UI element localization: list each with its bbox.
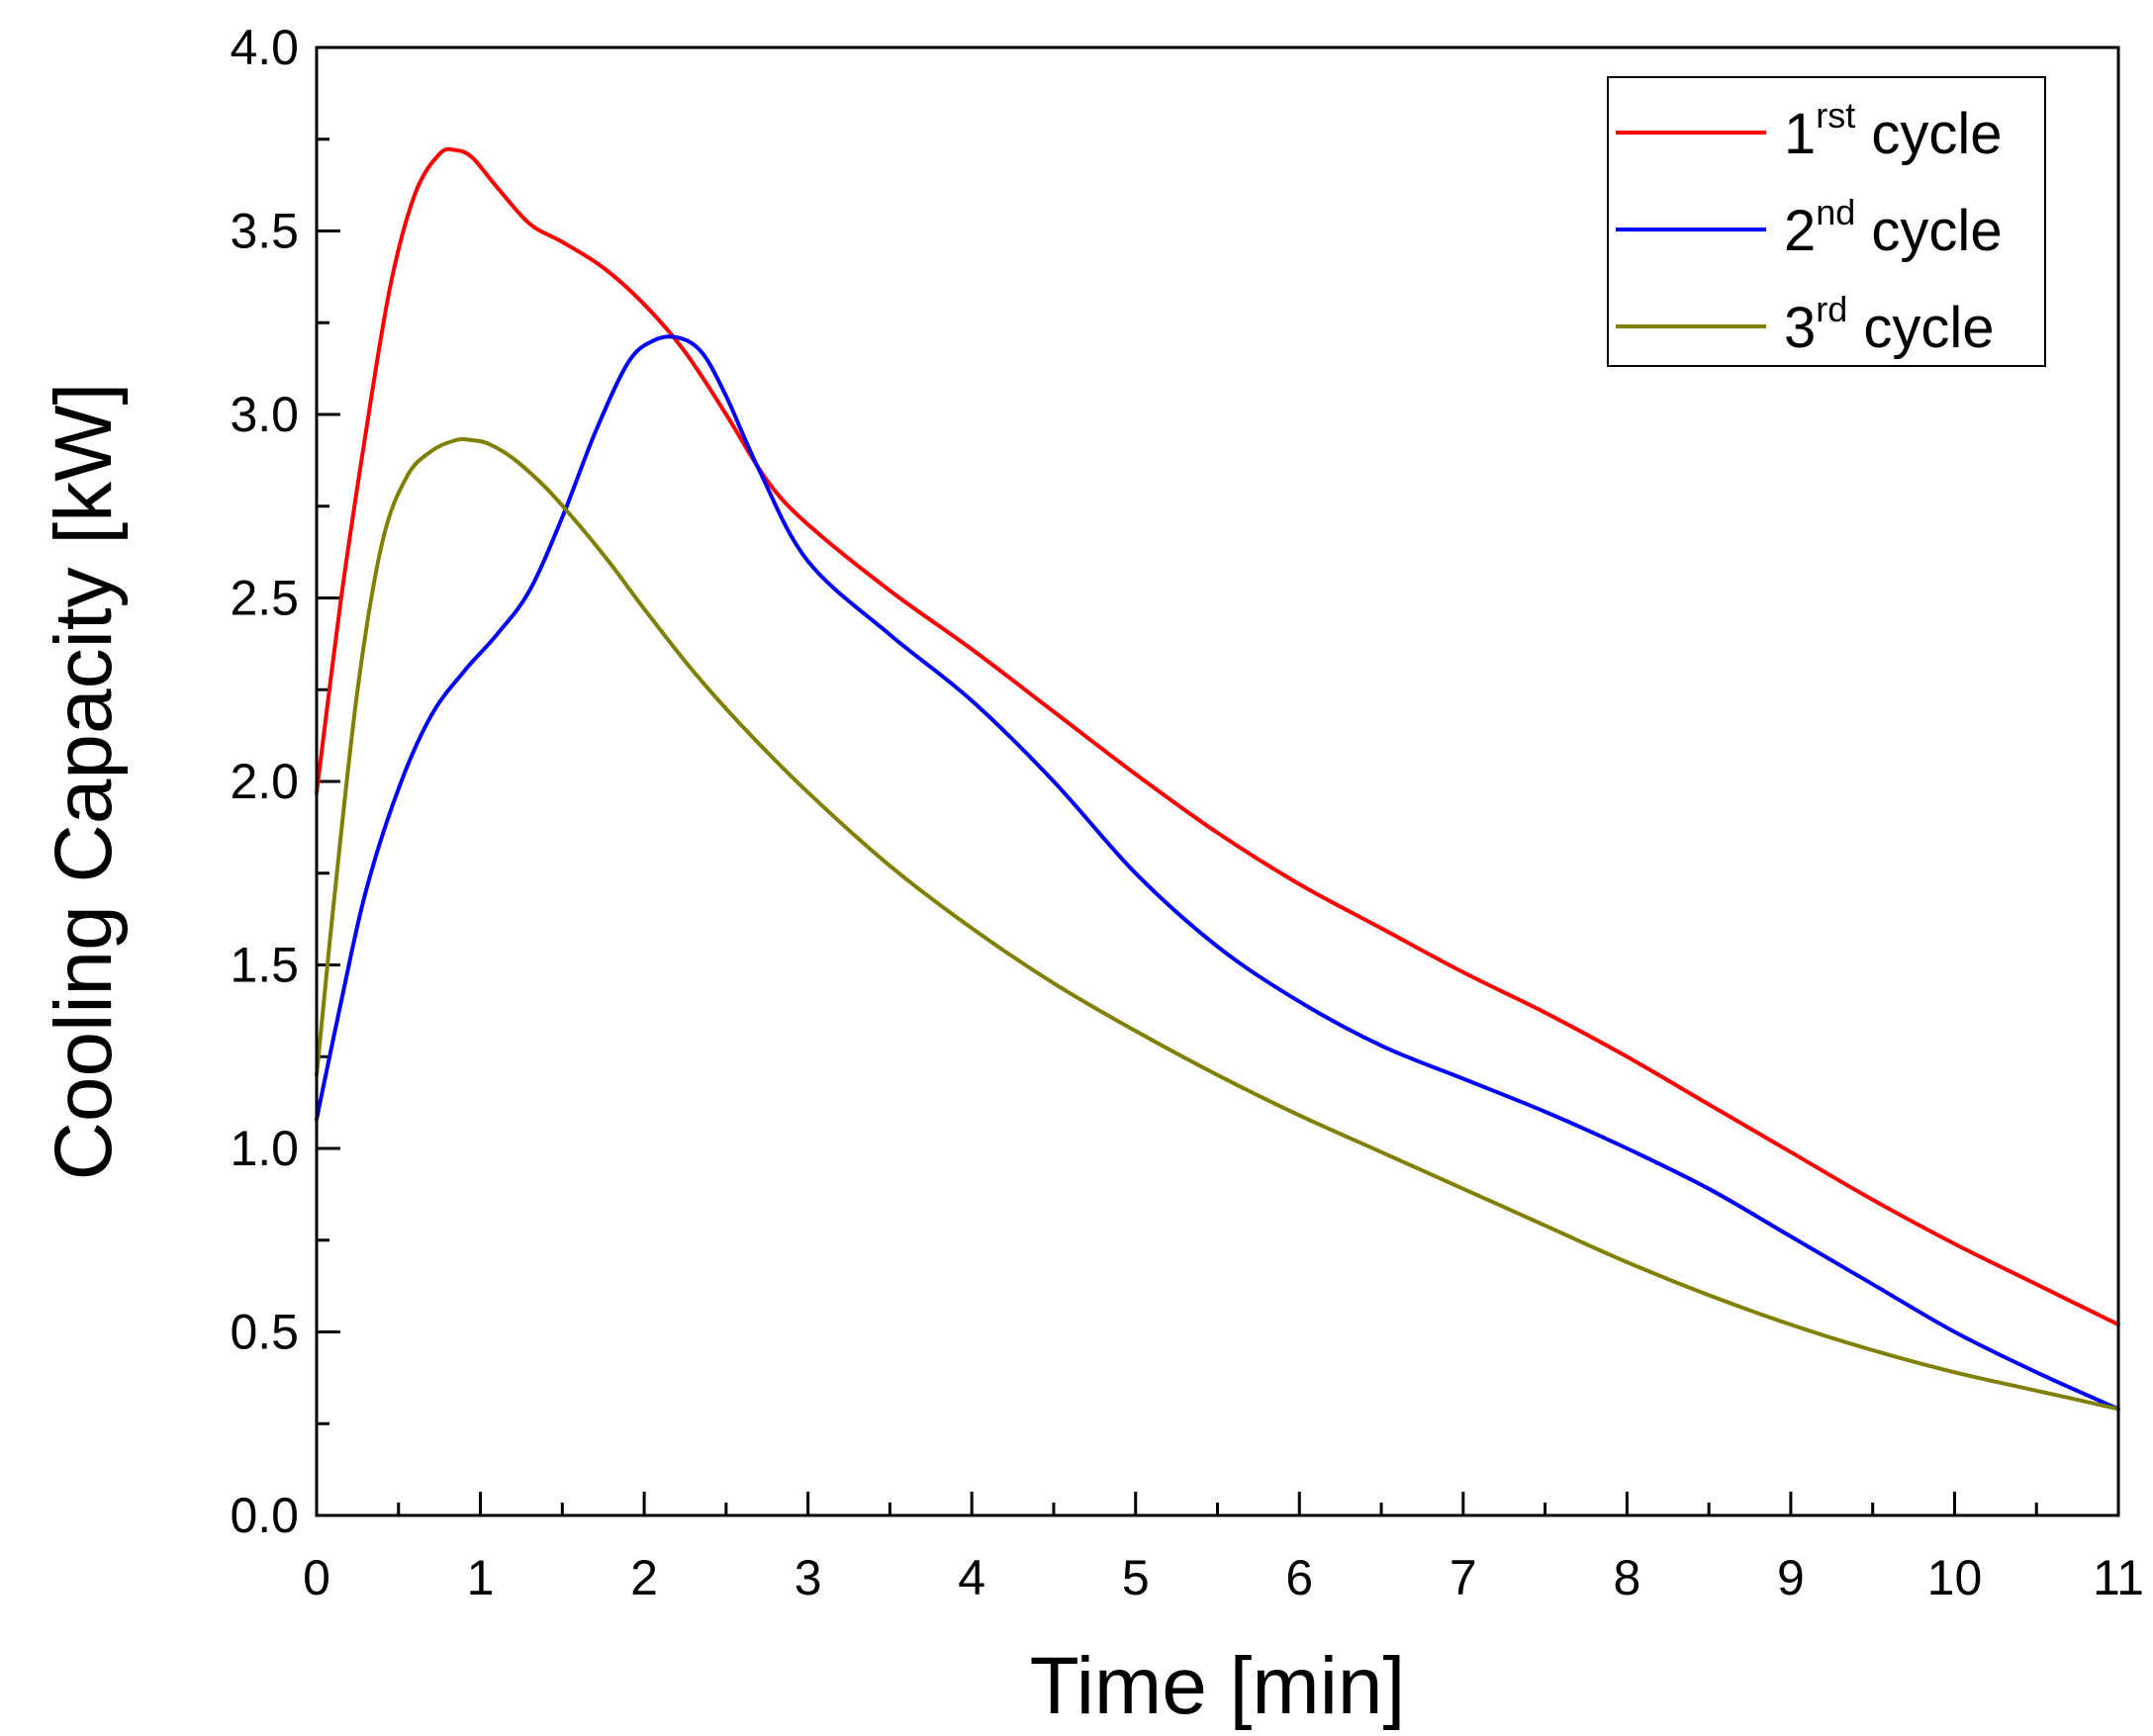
x-tick-label: 11 bbox=[2093, 1550, 2144, 1605]
y-tick-label: 2.0 bbox=[230, 754, 299, 809]
legend-label-cycle-1: 1rst cycle bbox=[1784, 95, 2003, 166]
series-line-cycle-3 bbox=[315, 437, 2120, 1412]
legend-ordinal-suffix: nd bbox=[1816, 192, 1855, 232]
plot-frame bbox=[315, 46, 2120, 1517]
legend-label-cycle-3: 3rd cycle bbox=[1784, 289, 1995, 360]
legend-ordinal-number: 2 bbox=[1784, 199, 1816, 263]
legend-ordinal-number: 1 bbox=[1784, 102, 1816, 166]
y-tick-label: 0.5 bbox=[230, 1305, 299, 1360]
y-tick-label: 1.0 bbox=[230, 1121, 299, 1176]
x-tick-label: 7 bbox=[1450, 1550, 1477, 1605]
x-tick-label: 10 bbox=[1927, 1550, 1983, 1605]
legend-cycle-text: cycle bbox=[1855, 199, 2002, 263]
series-line-cycle-2 bbox=[315, 334, 2120, 1412]
x-tick-label: 9 bbox=[1777, 1550, 1805, 1605]
x-tick-label: 8 bbox=[1613, 1550, 1640, 1605]
legend-cycle-text: cycle bbox=[1855, 102, 2002, 166]
y-axis-title: Cooling Capacity [kW] bbox=[39, 383, 129, 1181]
y-tick-label: 3.5 bbox=[230, 204, 299, 259]
x-tick-label: 4 bbox=[958, 1550, 985, 1605]
y-tick-label: 0.0 bbox=[230, 1488, 299, 1543]
legend-box bbox=[1607, 76, 2046, 367]
series-layer bbox=[315, 146, 2120, 1412]
legend-label-cycle-2: 2nd cycle bbox=[1784, 192, 2003, 263]
x-tick-label: 6 bbox=[1285, 1550, 1313, 1605]
series-line-cycle-1 bbox=[315, 146, 2120, 1327]
legend-cycle-text: cycle bbox=[1847, 296, 1994, 360]
ticks-layer: 0 1 2 3 4 5 6 7 8 9 10 11 0.0 0.5 1.0 1.5 2.0 2.5 3.0 3.5 4.… bbox=[230, 20, 2143, 1605]
y-tick-label: 3.0 bbox=[230, 387, 299, 442]
x-tick-label: 3 bbox=[795, 1550, 822, 1605]
legend-ordinal-number: 3 bbox=[1784, 296, 1816, 360]
x-tick-label: 2 bbox=[630, 1550, 658, 1605]
y-tick-label: 4.0 bbox=[230, 20, 299, 75]
y-tick-label: 1.5 bbox=[230, 938, 299, 993]
x-axis-title: Time [min] bbox=[1030, 1641, 1406, 1731]
legend-ordinal-suffix: rd bbox=[1816, 289, 1847, 329]
legend-ordinal-suffix: rst bbox=[1816, 95, 1855, 136]
y-tick-label: 2.5 bbox=[230, 571, 299, 626]
x-tick-label: 1 bbox=[467, 1550, 495, 1605]
x-tick-label: 5 bbox=[1122, 1550, 1150, 1605]
x-tick-label: 0 bbox=[303, 1550, 330, 1605]
